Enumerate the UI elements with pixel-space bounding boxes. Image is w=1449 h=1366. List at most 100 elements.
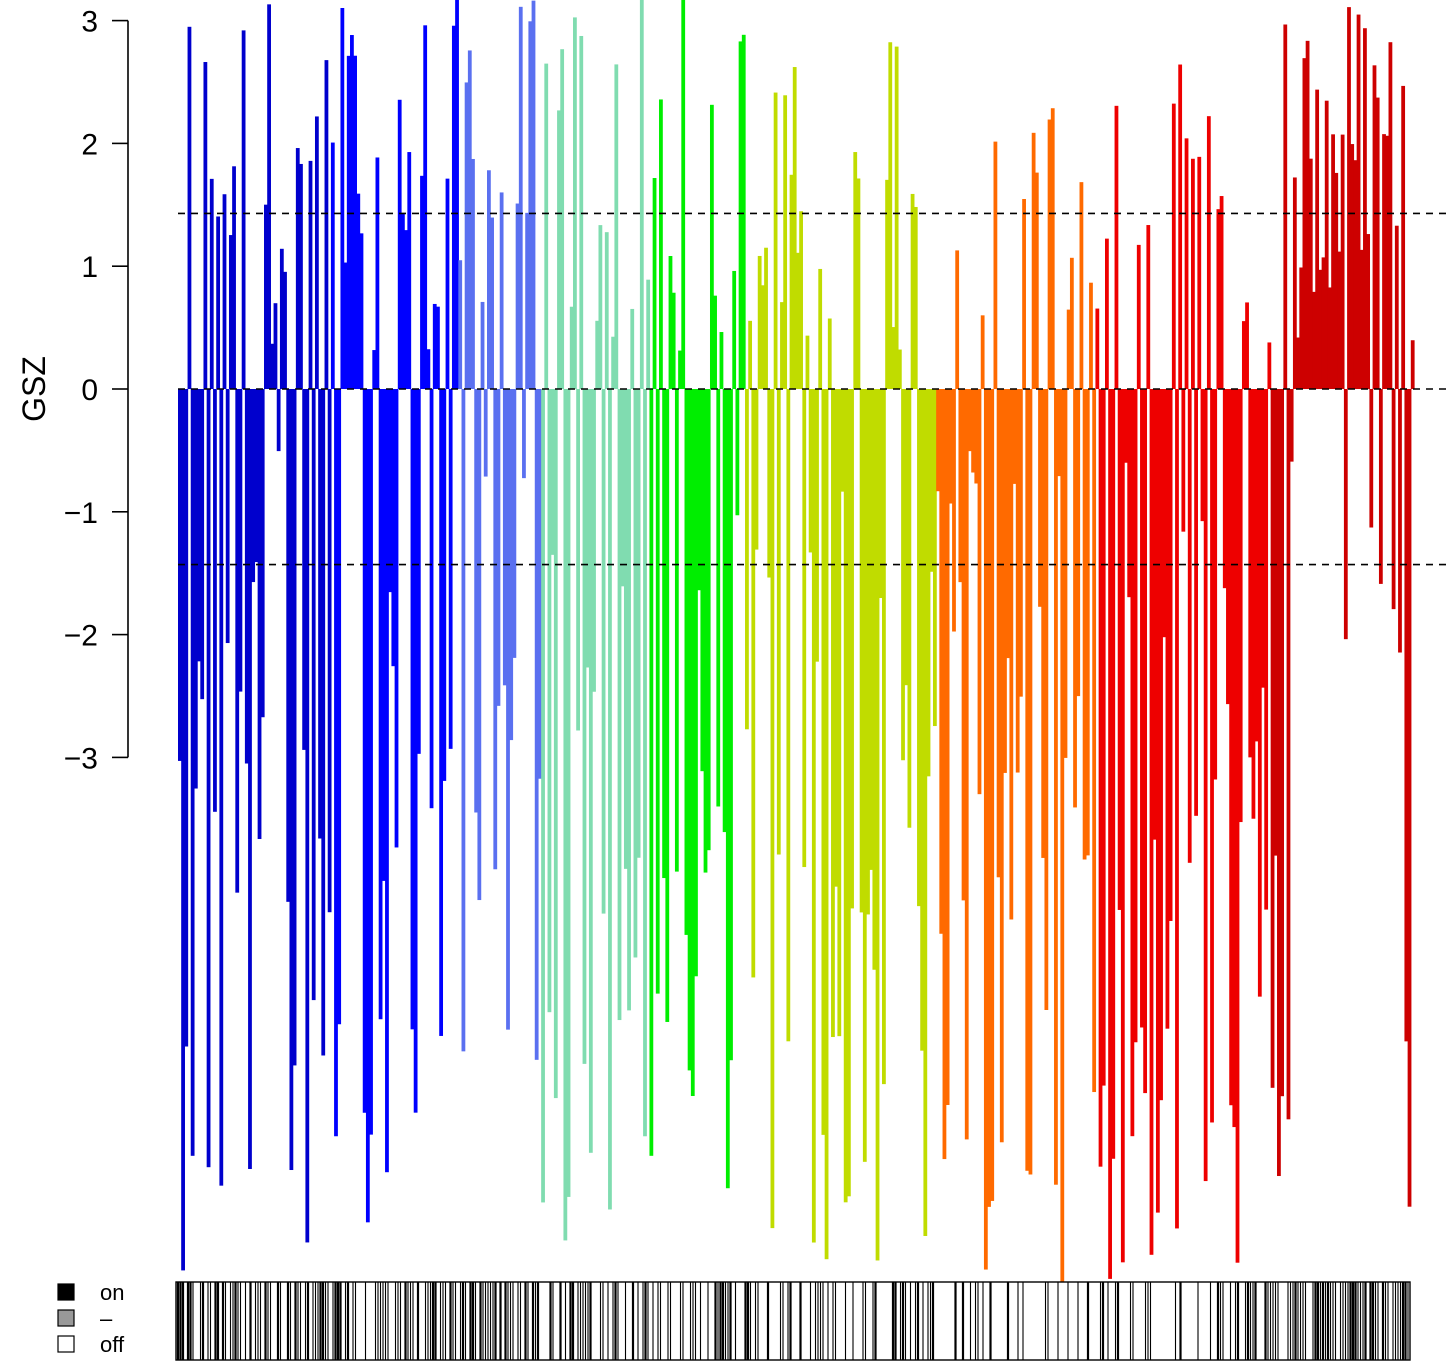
bar (942, 389, 947, 1160)
bar (1229, 389, 1234, 1106)
bar (1277, 389, 1281, 1177)
bar (709, 104, 714, 389)
bar (1162, 389, 1167, 638)
reference-lines (178, 212, 1449, 566)
bar (932, 389, 937, 727)
bar (821, 389, 826, 1135)
bar (872, 389, 877, 970)
bar (764, 247, 768, 389)
bar (327, 389, 332, 913)
bar (767, 389, 772, 578)
bar (407, 152, 412, 389)
bar (260, 389, 265, 718)
bar (1267, 342, 1272, 389)
bar (292, 389, 297, 1066)
bar (404, 230, 408, 389)
legend-swatch (57, 1335, 75, 1353)
bar (1388, 42, 1393, 389)
bar (1181, 389, 1186, 532)
bar (659, 99, 663, 389)
legend-label: on (100, 1280, 124, 1305)
bar (203, 62, 208, 390)
bar (1283, 24, 1288, 389)
bar (1031, 132, 1036, 389)
legend-swatch (57, 1309, 75, 1327)
bar (244, 389, 249, 764)
bar (235, 389, 240, 893)
bar (493, 389, 498, 870)
bar (573, 17, 577, 390)
bar (1124, 389, 1128, 463)
bar (582, 389, 587, 1064)
bar (958, 389, 963, 583)
bar (1213, 389, 1218, 780)
bar (544, 63, 549, 390)
bar (461, 389, 466, 1052)
bar (1050, 108, 1055, 389)
bar (541, 389, 545, 1203)
bar (334, 389, 338, 1137)
bar (869, 389, 874, 870)
bar (741, 34, 746, 390)
bar (314, 116, 319, 389)
bar (1194, 389, 1198, 816)
bar (197, 389, 201, 662)
bar (178, 389, 182, 761)
y-tick-label: 2 (81, 128, 98, 161)
bar (1073, 389, 1077, 808)
bar (569, 306, 574, 389)
bar (1280, 389, 1284, 1097)
bar (187, 26, 192, 390)
bar (184, 389, 189, 1047)
bar (1264, 389, 1269, 910)
bar (1347, 7, 1351, 390)
bar (735, 389, 740, 516)
bar (757, 255, 762, 389)
bar (652, 178, 657, 389)
bar (1111, 389, 1116, 1159)
y-axis: 3 2 1 0 −1 −2 −3 (64, 6, 129, 775)
bar (1261, 389, 1265, 688)
bar (308, 160, 313, 389)
bar (1232, 389, 1237, 1128)
bar (534, 389, 539, 1060)
bar (190, 389, 195, 1156)
bar (665, 389, 670, 1022)
bar (907, 389, 912, 828)
bar (1407, 389, 1412, 1207)
bar (1257, 389, 1262, 997)
bar (700, 389, 705, 772)
legend-swatch (57, 1283, 75, 1301)
bar (1270, 389, 1275, 1088)
bar (1009, 389, 1014, 920)
bar (1343, 389, 1348, 640)
bar (420, 175, 424, 389)
bar (458, 260, 463, 389)
bar (796, 252, 800, 389)
bar (968, 389, 972, 452)
bar (1299, 267, 1304, 389)
bar (1114, 105, 1119, 389)
bar (1095, 308, 1100, 389)
bar (917, 389, 921, 907)
bar (1334, 172, 1339, 389)
bar (302, 389, 307, 750)
bar (1171, 103, 1176, 389)
bar (866, 389, 870, 915)
bar (897, 349, 902, 389)
bar (694, 389, 698, 977)
bar (588, 389, 593, 1153)
bar (882, 389, 886, 1085)
bar (566, 389, 571, 1197)
bar (1060, 389, 1065, 1282)
bar (929, 389, 934, 572)
bar (576, 389, 580, 731)
bar (394, 389, 399, 848)
bar (219, 389, 224, 1186)
bar (674, 389, 679, 872)
bar (961, 389, 966, 901)
bar (993, 141, 998, 389)
bar (1136, 244, 1141, 389)
bar (283, 271, 287, 389)
bar (553, 389, 558, 1099)
